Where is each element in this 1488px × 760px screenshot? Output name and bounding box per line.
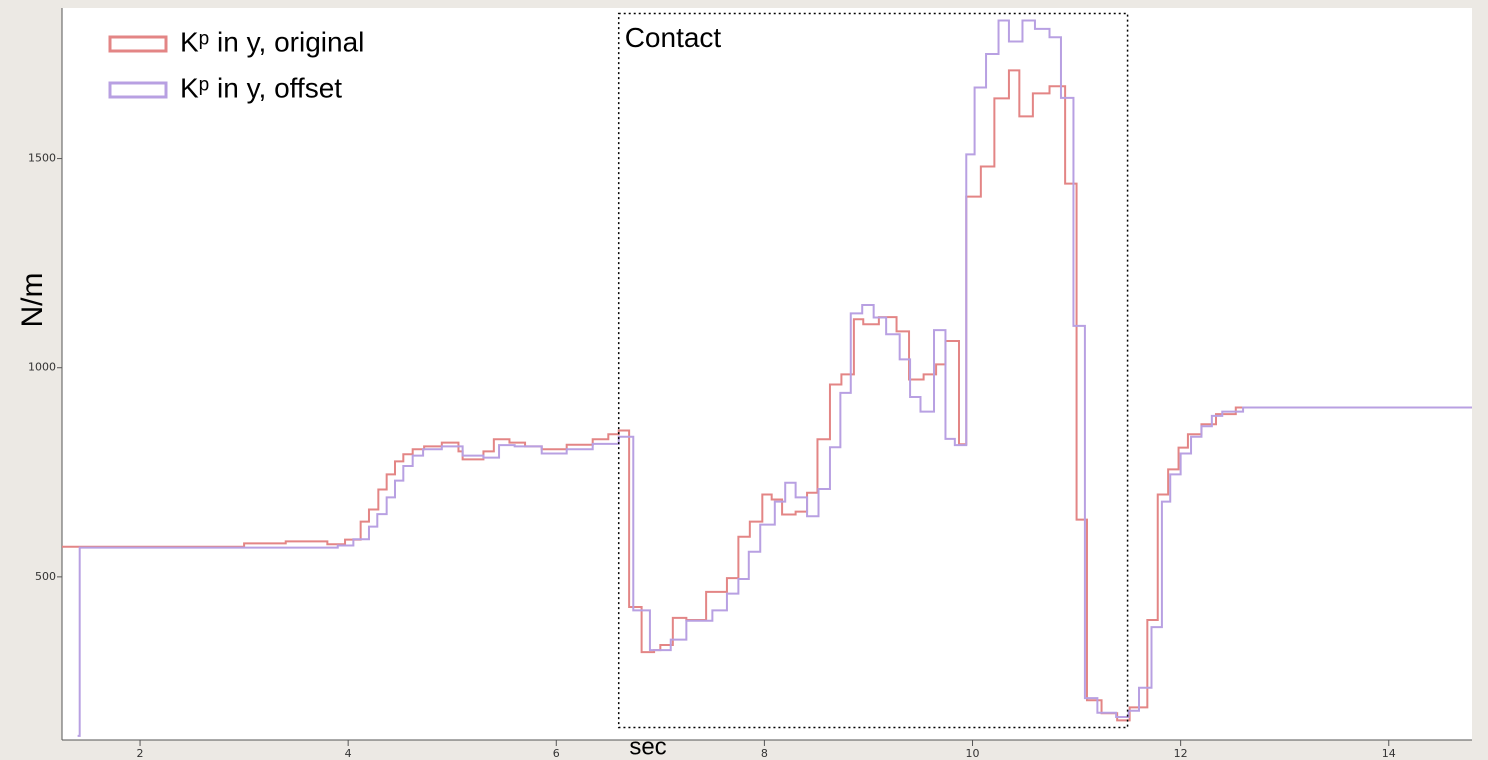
y-axis-label: N/m	[16, 273, 49, 328]
annotation-text: Contact	[625, 22, 722, 53]
legend-label: Kᵖ in y, offset	[180, 72, 342, 103]
y-tick-label: 1000	[28, 361, 56, 374]
x-tick-label: 14	[1382, 747, 1396, 760]
step-line	[77, 19, 1472, 737]
x-tick-label: 6	[553, 747, 560, 760]
x-tick-label: 12	[1174, 747, 1188, 760]
y-tick-label: 1500	[28, 152, 56, 165]
x-tick-label: 2	[137, 747, 144, 760]
legend-swatch	[108, 81, 168, 99]
y-tick-label: 500	[35, 570, 56, 583]
x-tick-label: 8	[761, 747, 768, 760]
x-axis-label: sec	[629, 733, 666, 760]
annotation-box	[617, 12, 1129, 729]
x-tick-label: 10	[966, 747, 980, 760]
legend-label: Kᵖ in y, original	[180, 26, 364, 57]
legend-swatch	[108, 35, 168, 53]
x-tick-label: 4	[345, 747, 352, 760]
plot-area	[62, 8, 1472, 740]
